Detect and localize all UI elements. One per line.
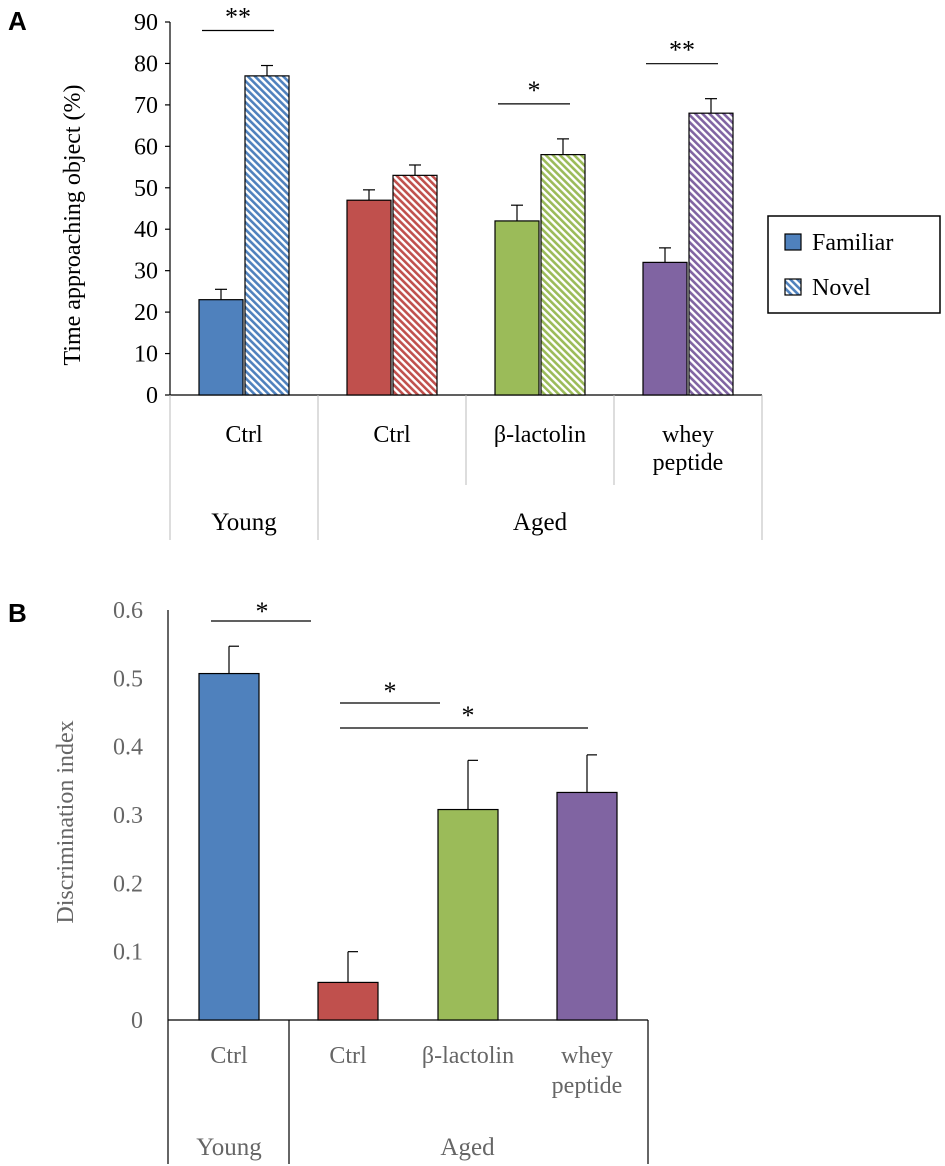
significance-marker: *: [528, 76, 541, 105]
chart-a-category-label: β-lactolin: [494, 422, 586, 448]
chart-b-category-label: peptide: [552, 1073, 623, 1099]
legend-label-novel: Novel: [812, 275, 871, 301]
legend-frame: [767, 215, 941, 314]
novel-bar: [244, 75, 290, 396]
chart-b-category-label: Ctrl: [329, 1043, 367, 1069]
chart-a-ytick-label: 50: [134, 176, 158, 202]
chart-a-group-label: Aged: [513, 509, 568, 536]
chart-a-ytick-label: 70: [134, 93, 158, 119]
significance-marker: *: [384, 677, 397, 706]
chart-a-ytick-label: 20: [134, 300, 158, 326]
chart-a-category-label: Ctrl: [225, 422, 263, 448]
chart-b-ytick-label: 0.5: [113, 666, 143, 692]
chart-a-ytick-label: 90: [134, 10, 158, 36]
chart-a-ytick-label: 40: [134, 217, 158, 243]
familiar-bar: [346, 199, 392, 396]
panel-b-letter: B: [8, 598, 27, 628]
legend-swatch-novel: [784, 278, 802, 296]
chart-b-group-label: Young: [196, 1134, 262, 1161]
chart-a-legend: Familiar Novel: [767, 215, 941, 314]
significance-marker: *: [462, 701, 475, 730]
chart-b-ytick-label: 0.6: [113, 598, 143, 624]
chart-b: 0 0.1 0.2 0.3 0.4 0.5 0.6 Ctrl Ctrl β-lactolin whe…: [113, 597, 649, 1164]
chart-a: 0 10 20 30 40 50 60 70 80 90 Ctrl Ctrl β-lactolin whe…: [134, 3, 763, 540]
discrimination-bar: [317, 981, 379, 1021]
chart-a-ytick-label: 60: [134, 134, 158, 160]
familiar-bar: [494, 220, 540, 396]
chart-a-ytick-label: 30: [134, 259, 158, 285]
significance-marker: **: [225, 3, 251, 32]
chart-b-group-label: Aged: [440, 1134, 495, 1161]
familiar-bar: [198, 299, 244, 396]
novel-bar: [688, 112, 734, 396]
chart-a-category-label: Ctrl: [373, 422, 411, 448]
chart-b-ylabel: Discrimination index: [53, 720, 79, 923]
novel-bar: [540, 154, 586, 396]
chart-a-category-label: whey: [662, 422, 714, 448]
discrimination-bar: [556, 791, 618, 1021]
chart-a-ytick-label: 10: [134, 342, 158, 368]
chart-b-category-label: whey: [561, 1043, 613, 1069]
chart-b-ytick-label: 0.2: [113, 871, 143, 897]
chart-a-group-label: Young: [211, 509, 277, 536]
familiar-bar: [642, 261, 688, 396]
novel-bar: [392, 174, 438, 396]
chart-b-category-label: Ctrl: [210, 1043, 248, 1069]
legend-swatch-familiar: [784, 233, 802, 251]
significance-marker: *: [256, 597, 269, 626]
chart-b-ytick-label: 0.1: [113, 940, 143, 966]
chart-b-ytick-label: 0.4: [113, 735, 143, 761]
discrimination-bar: [198, 672, 260, 1021]
chart-b-ytick-label: 0: [131, 1008, 143, 1034]
chart-b-ytick-label: 0.3: [113, 803, 143, 829]
discrimination-bar: [437, 808, 499, 1021]
legend-label-familiar: Familiar: [812, 230, 893, 256]
significance-marker: **: [669, 36, 695, 65]
panel-a-letter: A: [8, 6, 27, 36]
chart-a-ytick-label: 0: [146, 383, 158, 409]
chart-a-category-label: peptide: [653, 450, 724, 476]
chart-b-category-label: β-lactolin: [422, 1043, 514, 1069]
chart-a-ytick-label: 80: [134, 51, 158, 77]
chart-a-ylabel: Time approaching object (%): [60, 84, 86, 365]
